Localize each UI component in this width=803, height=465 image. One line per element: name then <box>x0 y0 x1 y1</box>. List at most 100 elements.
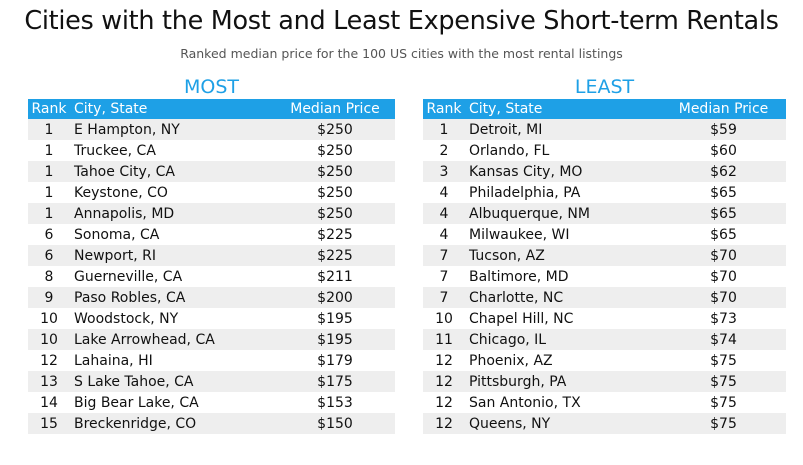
table-row: 8 Guerneville, CA $211 <box>28 266 395 287</box>
rank-cell: 1 <box>28 161 70 182</box>
city-cell: Pittsburgh, PA <box>465 371 661 392</box>
price-cell: $211 <box>275 266 395 287</box>
table-row: 4 Philadelphia, PA $65 <box>423 182 786 203</box>
price-cell: $62 <box>661 161 786 182</box>
city-cell: Baltimore, MD <box>465 266 661 287</box>
price-cell: $195 <box>275 308 395 329</box>
table-row: 15 Breckenridge, CO $150 <box>28 413 395 434</box>
price-cell: $225 <box>275 245 395 266</box>
city-cell: Truckee, CA <box>70 140 275 161</box>
table-row: 11 Chicago, IL $74 <box>423 329 786 350</box>
price-cell: $153 <box>275 392 395 413</box>
rank-cell: 10 <box>28 329 70 350</box>
price-cell: $250 <box>275 182 395 203</box>
table-row: 3 Kansas City, MO $62 <box>423 161 786 182</box>
table-row: 12 Lahaina, HI $179 <box>28 350 395 371</box>
rank-cell: 15 <box>28 413 70 434</box>
table-row: 1 Truckee, CA $250 <box>28 140 395 161</box>
city-cell: Albuquerque, NM <box>465 203 661 224</box>
rank-cell: 7 <box>423 245 465 266</box>
city-column-header: City, State <box>70 99 275 119</box>
price-cell: $225 <box>275 224 395 245</box>
city-cell: E Hampton, NY <box>70 119 275 140</box>
table-header-row: Rank City, State Median Price <box>28 99 395 119</box>
rank-cell: 1 <box>423 119 465 140</box>
rank-cell: 4 <box>423 224 465 245</box>
rank-cell: 12 <box>423 350 465 371</box>
price-cell: $59 <box>661 119 786 140</box>
price-cell: $65 <box>661 203 786 224</box>
table-row: 12 Phoenix, AZ $75 <box>423 350 786 371</box>
price-cell: $250 <box>275 203 395 224</box>
rank-cell: 6 <box>28 224 70 245</box>
city-cell: Annapolis, MD <box>70 203 275 224</box>
price-cell: $75 <box>661 413 786 434</box>
city-cell: Breckenridge, CO <box>70 413 275 434</box>
rank-cell: 12 <box>423 392 465 413</box>
table-header-row: Rank City, State Median Price <box>423 99 786 119</box>
rank-cell: 12 <box>423 413 465 434</box>
city-cell: Lake Arrowhead, CA <box>70 329 275 350</box>
price-cell: $250 <box>275 161 395 182</box>
city-cell: Sonoma, CA <box>70 224 275 245</box>
rank-cell: 7 <box>423 287 465 308</box>
rank-cell: 14 <box>28 392 70 413</box>
price-cell: $175 <box>275 371 395 392</box>
city-cell: Chicago, IL <box>465 329 661 350</box>
city-cell: San Antonio, TX <box>465 392 661 413</box>
rank-cell: 12 <box>423 371 465 392</box>
price-cell: $195 <box>275 329 395 350</box>
table-row: 10 Woodstock, NY $195 <box>28 308 395 329</box>
price-cell: $75 <box>661 392 786 413</box>
table-row: 9 Paso Robles, CA $200 <box>28 287 395 308</box>
city-cell: Orlando, FL <box>465 140 661 161</box>
price-cell: $150 <box>275 413 395 434</box>
table-row: 10 Lake Arrowhead, CA $195 <box>28 329 395 350</box>
price-cell: $65 <box>661 182 786 203</box>
table-row: 6 Newport, RI $225 <box>28 245 395 266</box>
city-cell: Chapel Hill, NC <box>465 308 661 329</box>
rank-column-header: Rank <box>423 99 465 119</box>
price-cell: $250 <box>275 119 395 140</box>
table-row: 7 Charlotte, NC $70 <box>423 287 786 308</box>
rank-cell: 1 <box>28 182 70 203</box>
rank-cell: 8 <box>28 266 70 287</box>
table-row: 10 Chapel Hill, NC $73 <box>423 308 786 329</box>
table-row: 14 Big Bear Lake, CA $153 <box>28 392 395 413</box>
rank-column-header: Rank <box>28 99 70 119</box>
price-cell: $75 <box>661 350 786 371</box>
city-cell: Milwaukee, WI <box>465 224 661 245</box>
price-cell: $250 <box>275 140 395 161</box>
price-cell: $73 <box>661 308 786 329</box>
price-column-header: Median Price <box>275 99 395 119</box>
city-cell: Newport, RI <box>70 245 275 266</box>
table-row: 12 Queens, NY $75 <box>423 413 786 434</box>
price-cell: $70 <box>661 245 786 266</box>
rank-cell: 4 <box>423 182 465 203</box>
price-cell: $74 <box>661 329 786 350</box>
rank-cell: 12 <box>28 350 70 371</box>
city-cell: Keystone, CO <box>70 182 275 203</box>
rank-cell: 2 <box>423 140 465 161</box>
table-row: 4 Albuquerque, NM $65 <box>423 203 786 224</box>
table-row: 1 Detroit, MI $59 <box>423 119 786 140</box>
rank-cell: 10 <box>28 308 70 329</box>
table-row: 12 San Antonio, TX $75 <box>423 392 786 413</box>
city-cell: Guerneville, CA <box>70 266 275 287</box>
table-row: 7 Baltimore, MD $70 <box>423 266 786 287</box>
table-row: 1 Annapolis, MD $250 <box>28 203 395 224</box>
city-cell: Philadelphia, PA <box>465 182 661 203</box>
city-column-header: City, State <box>465 99 661 119</box>
city-cell: S Lake Tahoe, CA <box>70 371 275 392</box>
rank-cell: 1 <box>28 203 70 224</box>
rank-cell: 7 <box>423 266 465 287</box>
city-cell: Woodstock, NY <box>70 308 275 329</box>
page-subtitle: Ranked median price for the 100 US citie… <box>180 46 623 61</box>
rank-cell: 9 <box>28 287 70 308</box>
city-cell: Tucson, AZ <box>465 245 661 266</box>
table-row: 7 Tucson, AZ $70 <box>423 245 786 266</box>
table-row: 1 Keystone, CO $250 <box>28 182 395 203</box>
least-section-title: LEAST <box>574 76 635 98</box>
city-cell: Queens, NY <box>465 413 661 434</box>
